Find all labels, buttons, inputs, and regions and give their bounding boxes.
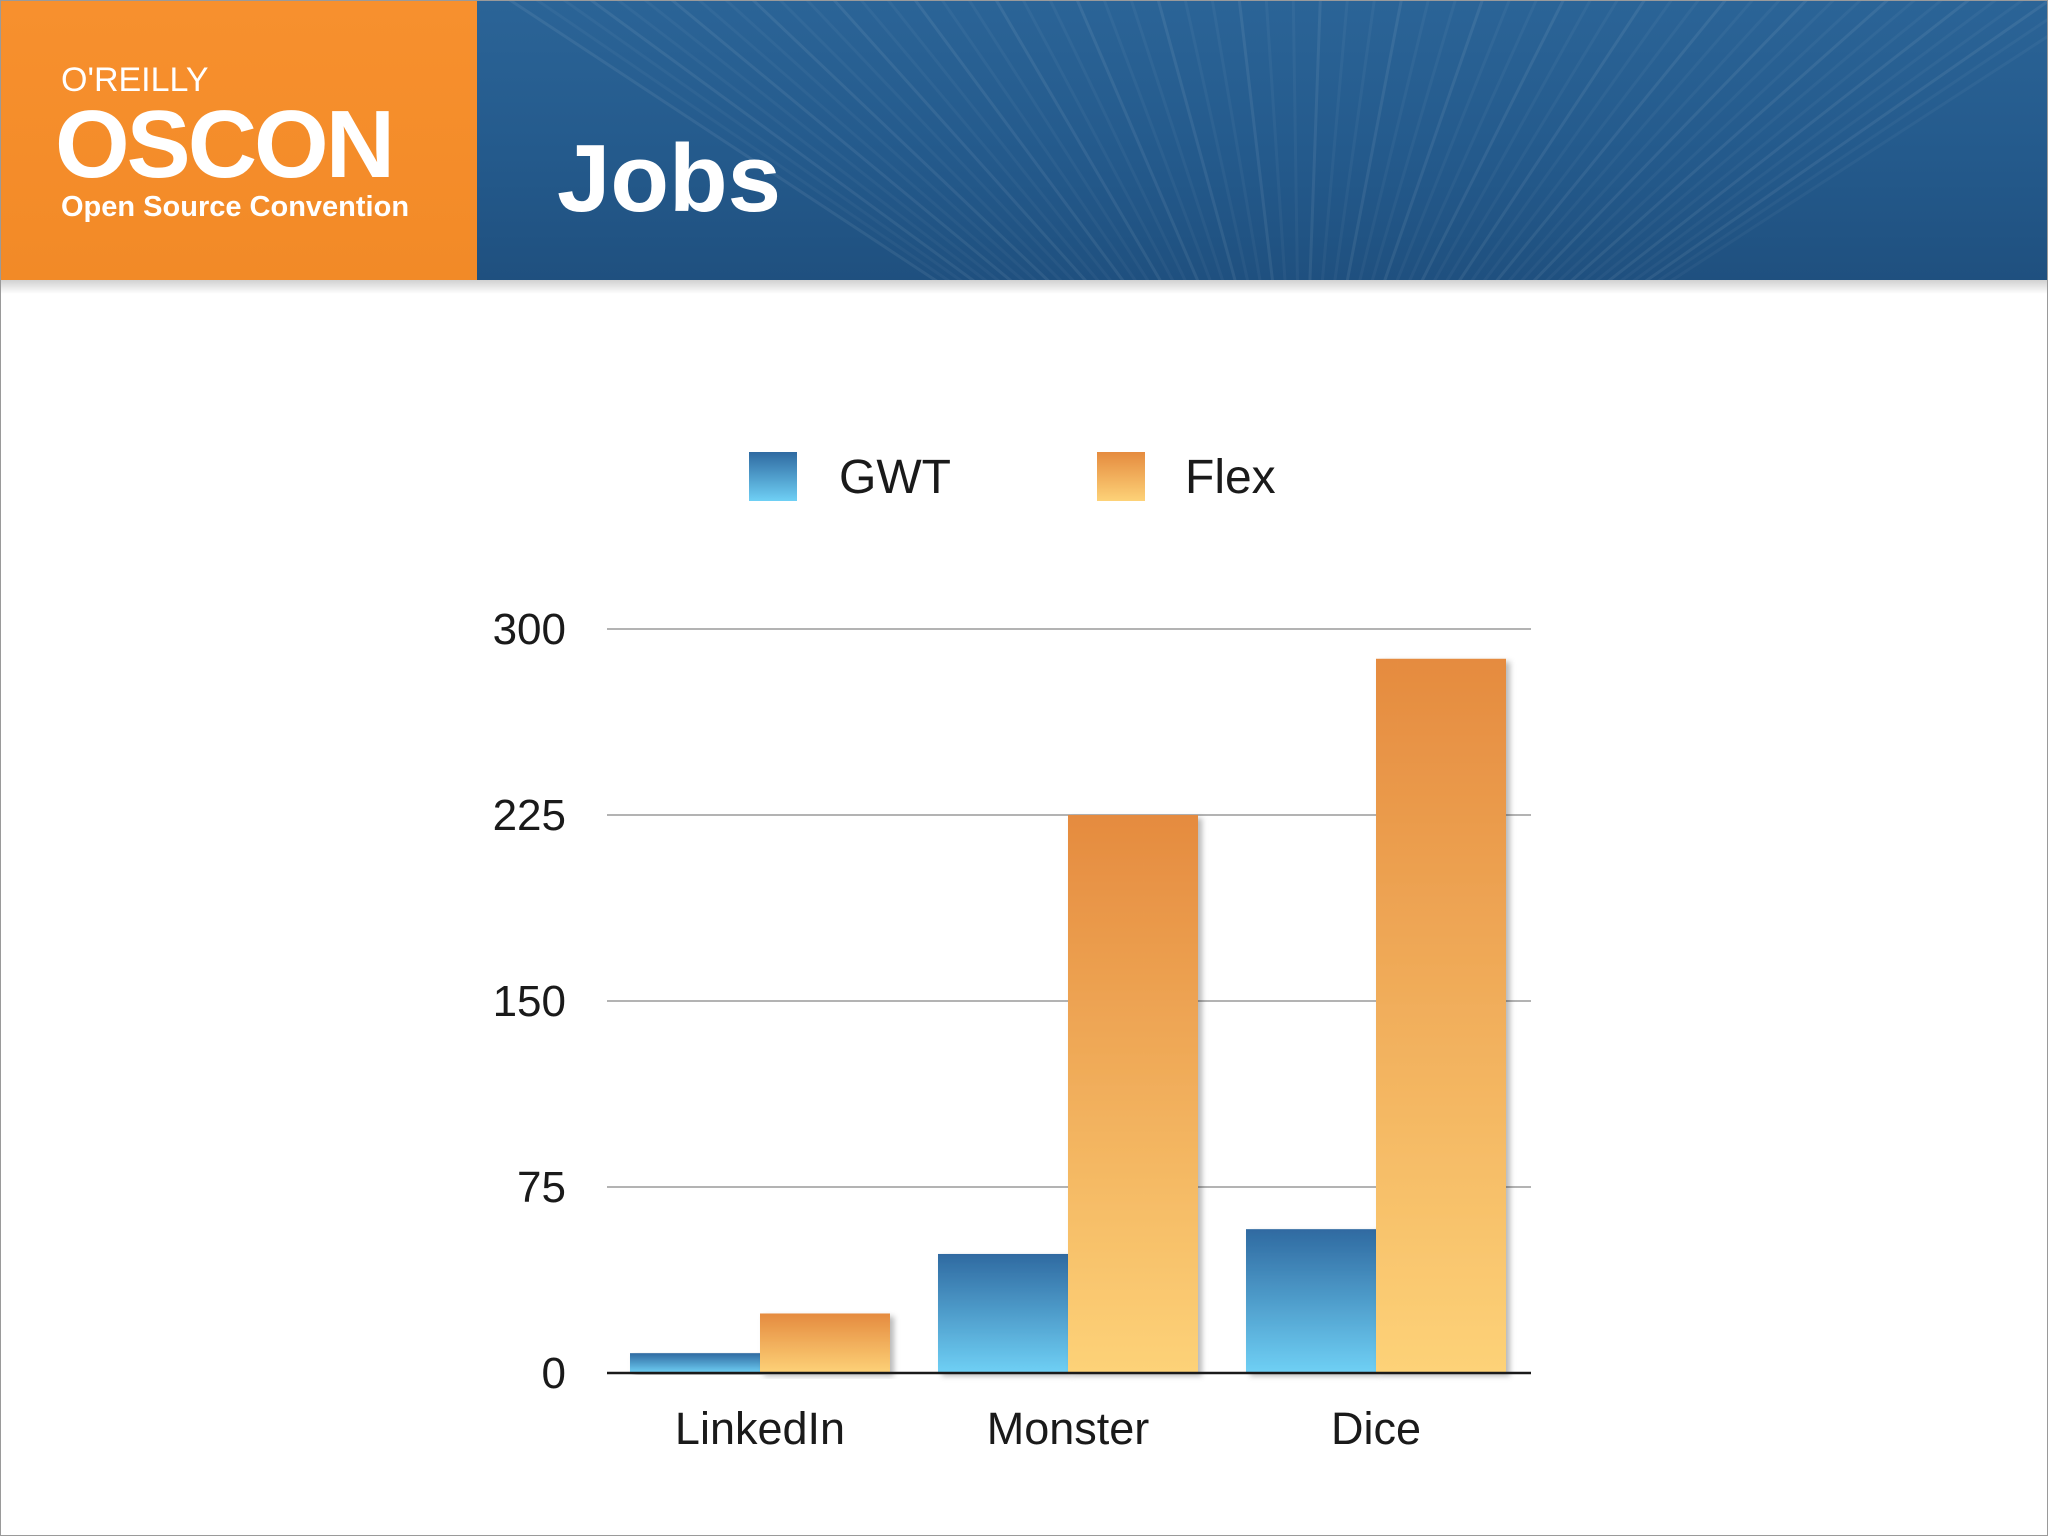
- y-tick-label: 75: [517, 1163, 566, 1212]
- slide-title: Jobs: [557, 125, 782, 232]
- chart-legend: GWT Flex: [749, 451, 1276, 504]
- y-tick-label: 300: [493, 605, 566, 654]
- bar-flex-linkedin: [760, 1313, 890, 1373]
- bar-gwt-linkedin: [630, 1353, 760, 1373]
- logo-brand: O'REILLY: [61, 61, 209, 99]
- bar-gwt-monster: [938, 1253, 1068, 1373]
- y-tick-label: 0: [542, 1349, 566, 1398]
- x-category-label: LinkedIn: [675, 1403, 845, 1454]
- logo-name: OSCON: [55, 91, 395, 198]
- legend-label-flex: Flex: [1185, 451, 1276, 504]
- legend-swatch-flex: [1097, 452, 1145, 501]
- header-shadow: [1, 280, 2047, 294]
- y-tick-label: 225: [493, 791, 566, 840]
- header-background-rays: [508, 1, 2047, 280]
- bar-flex-monster: [1068, 815, 1198, 1373]
- bar-flex-dice: [1376, 658, 1506, 1373]
- y-tick-label: 150: [493, 977, 566, 1026]
- logo-tagline: Open Source Convention: [61, 191, 410, 223]
- legend-swatch-gwt: [749, 452, 797, 501]
- x-category-label: Monster: [987, 1403, 1150, 1454]
- bar-gwt-dice: [1246, 1229, 1376, 1373]
- oscon-logo: O'REILLY OSCON Open Source Convention: [1, 1, 477, 280]
- x-category-label: Dice: [1331, 1403, 1421, 1454]
- bars: [630, 658, 1506, 1373]
- axes: 0 75 150 225 300 LinkedIn Monster Dice: [493, 605, 1531, 1454]
- legend-label-gwt: GWT: [839, 451, 951, 504]
